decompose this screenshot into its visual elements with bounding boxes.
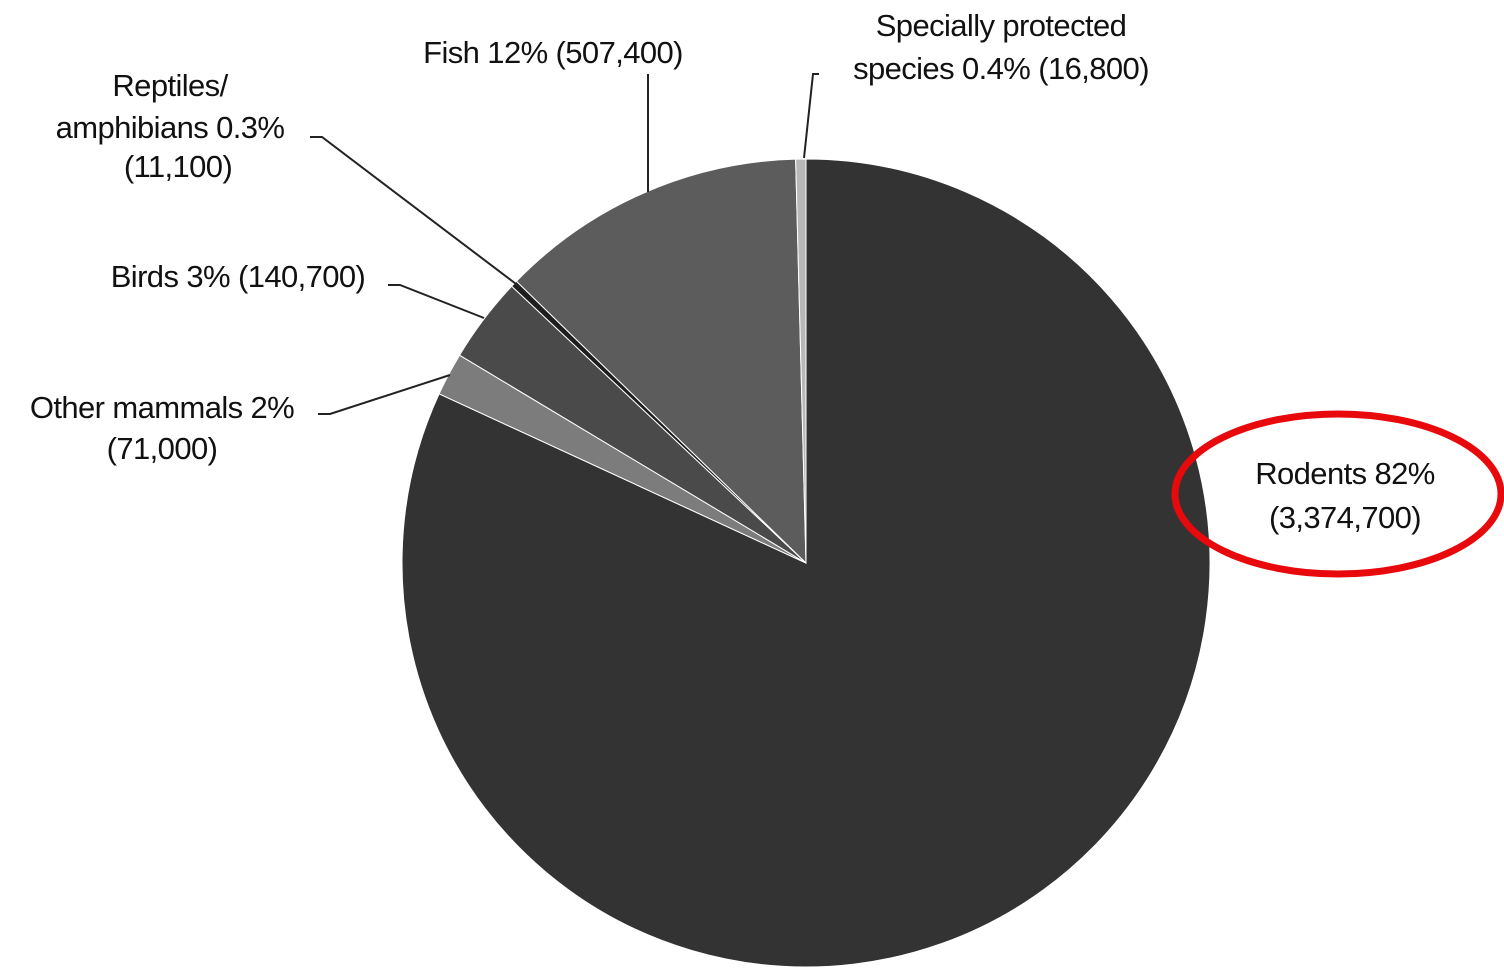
label-protected-line2: species 0.4% (16,800) [853, 51, 1149, 86]
label-reptiles-line1: Reptiles/ [112, 68, 228, 103]
label-protected-line1: Specially protected [876, 8, 1127, 43]
pie-slice-specially-protected-species [795, 158, 807, 564]
label-reptiles-line3: (11,100) [124, 149, 232, 184]
label-other-mammals-line1: Other mammals 2% [30, 390, 294, 425]
highlight-circle [1171, 410, 1504, 578]
label-rodents-line1: Rodents 82% [1255, 456, 1435, 491]
label-reptiles-line2: amphibians 0.3% [56, 110, 285, 145]
label-birds: Birds 3% (140,700) [111, 259, 366, 294]
label-fish: Fish 12% (507,400) [423, 35, 683, 70]
leader-line-protected [803, 73, 819, 159]
leader-line-birds [388, 284, 485, 319]
leader-line-other-mammals [318, 374, 451, 415]
leader-lines [310, 73, 819, 415]
pie-slices [401, 158, 1211, 968]
label-rodents-line2: (3,374,700) [1269, 500, 1421, 535]
label-other-mammals-line2: (71,000) [107, 431, 218, 466]
pie-slice-fish [515, 158, 807, 565]
leader-line-reptiles [310, 136, 521, 288]
